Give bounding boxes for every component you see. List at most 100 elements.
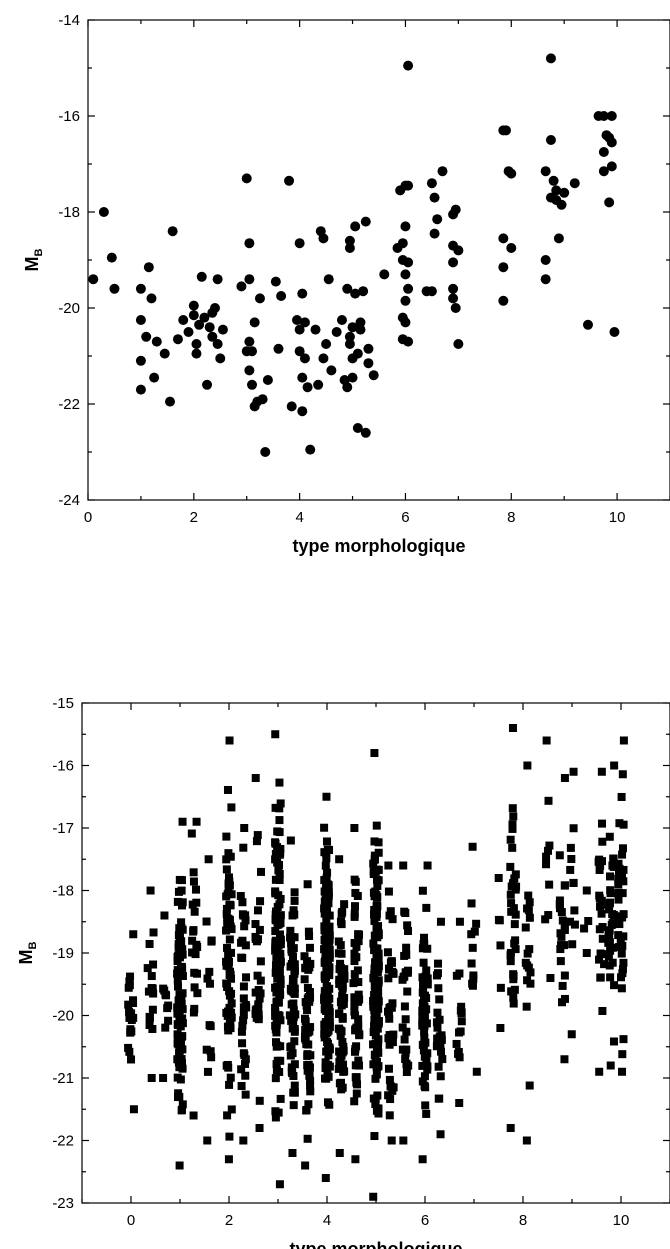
- data-point: [290, 1088, 299, 1097]
- data-point: [173, 969, 182, 978]
- data-point: [294, 346, 305, 357]
- data-point: [370, 964, 379, 973]
- data-point: [244, 336, 255, 347]
- data-point: [239, 1003, 248, 1012]
- data-point: [336, 941, 345, 950]
- data-point: [145, 1020, 154, 1029]
- data-point: [418, 944, 427, 953]
- data-point: [565, 917, 574, 926]
- data-point: [305, 444, 316, 455]
- data-point: [374, 1038, 383, 1047]
- data-point: [175, 1012, 184, 1021]
- data-point: [256, 976, 265, 985]
- data-point: [194, 319, 205, 330]
- data-point: [419, 980, 428, 989]
- data-point: [398, 975, 407, 984]
- y-axis-title-main: M: [22, 256, 42, 271]
- data-point: [597, 900, 606, 909]
- data-point: [448, 283, 459, 294]
- data-point: [275, 850, 284, 859]
- data-point: [434, 1062, 443, 1071]
- data-point: [271, 849, 280, 858]
- data-point: [508, 820, 517, 829]
- data-point: [323, 896, 332, 905]
- data-point: [605, 899, 614, 908]
- data-point: [335, 965, 344, 974]
- x-tick-label: 8: [519, 1212, 527, 1229]
- data-point: [498, 295, 509, 306]
- data-point: [175, 1063, 184, 1072]
- data-point: [203, 1136, 212, 1145]
- x-tick-label: 0: [84, 509, 92, 526]
- data-point: [164, 1016, 173, 1025]
- data-point: [275, 816, 284, 825]
- data-point: [609, 854, 618, 863]
- data-point: [224, 950, 233, 959]
- data-point: [323, 881, 332, 890]
- data-point: [173, 1073, 182, 1082]
- data-point: [287, 959, 296, 968]
- data-point: [275, 869, 284, 878]
- data-point: [369, 996, 378, 1005]
- y-tick-label: -21: [52, 1070, 74, 1087]
- data-point: [389, 1083, 398, 1092]
- data-point: [290, 1060, 299, 1069]
- data-point: [597, 767, 606, 776]
- data-point: [457, 1017, 466, 1026]
- data-point: [614, 912, 623, 921]
- data-point: [271, 1003, 280, 1012]
- data-point: [249, 317, 260, 328]
- data-point: [322, 854, 331, 863]
- data-point: [215, 353, 226, 364]
- data-point: [386, 907, 395, 916]
- data-point: [320, 922, 329, 931]
- data-point: [289, 976, 298, 985]
- data-point: [177, 918, 186, 927]
- data-point: [560, 941, 569, 950]
- data-point: [498, 262, 509, 273]
- data-point: [129, 930, 138, 939]
- data-point: [306, 1087, 315, 1096]
- data-point: [273, 968, 282, 977]
- data-point: [617, 792, 626, 801]
- data-point: [403, 336, 414, 347]
- data-point: [506, 862, 515, 871]
- data-point: [256, 957, 265, 966]
- data-point: [178, 945, 187, 954]
- data-point: [455, 1053, 464, 1062]
- data-point: [145, 1013, 154, 1022]
- data-point: [305, 997, 314, 1006]
- data-point: [223, 785, 232, 794]
- data-point: [257, 394, 268, 405]
- data-point: [253, 831, 262, 840]
- data-point: [212, 339, 223, 349]
- data-point: [320, 909, 329, 918]
- data-point: [178, 964, 187, 973]
- data-point: [204, 855, 213, 864]
- data-point: [423, 980, 432, 989]
- data-point: [608, 910, 617, 919]
- x-tick-label: 6: [401, 509, 409, 526]
- data-point: [609, 327, 620, 337]
- data-point: [239, 994, 248, 1003]
- data-point: [435, 1094, 444, 1103]
- data-point: [402, 943, 411, 952]
- data-point: [553, 233, 564, 244]
- data-point: [224, 1063, 233, 1072]
- data-point: [289, 906, 298, 915]
- data-point: [403, 921, 412, 930]
- data-point: [321, 339, 332, 349]
- data-point: [542, 736, 551, 745]
- data-point: [326, 365, 337, 376]
- data-point: [212, 274, 223, 285]
- y-tick-label: -17: [52, 820, 74, 837]
- data-point: [322, 967, 331, 976]
- data-point: [598, 111, 609, 121]
- data-point: [605, 905, 614, 914]
- data-point: [271, 855, 280, 864]
- data-point: [323, 274, 334, 285]
- data-point: [143, 262, 154, 273]
- data-point: [351, 1073, 360, 1082]
- data-point: [354, 934, 363, 943]
- data-point: [432, 214, 443, 225]
